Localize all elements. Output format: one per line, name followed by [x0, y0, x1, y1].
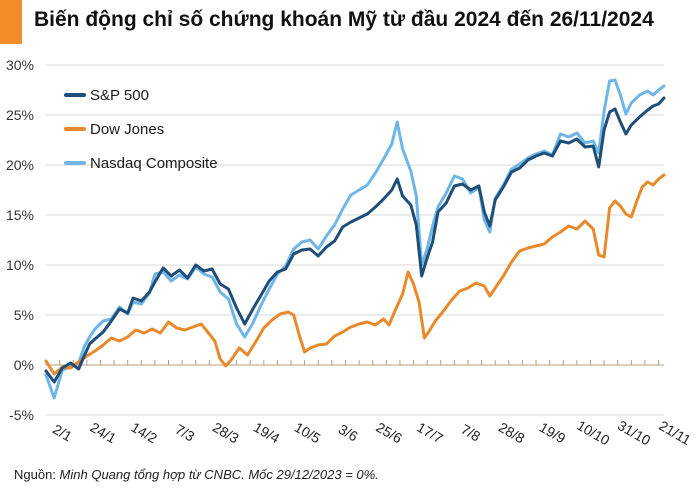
x-axis-tick-labels: 2/1 24/1 14/2 7/3 28/3 19/4 10/5 3/6 25/6 17/7 7/8…: [50, 417, 694, 448]
y-tick-label: 10%: [6, 257, 34, 273]
x-tick-label: 25/6: [373, 419, 405, 447]
x-tick-label: 14/2: [128, 419, 160, 447]
x-tick-label: 24/1: [88, 419, 120, 447]
gridlines: [46, 64, 664, 416]
legend-item: Nasdaq Composite: [64, 146, 218, 180]
legend-label: S&P 500: [90, 86, 149, 104]
series-line-dow-jones: [44, 173, 666, 376]
x-tick-label: 7/3: [173, 421, 198, 445]
series-lines: [44, 78, 666, 400]
x-tick-label: 28/8: [496, 419, 528, 447]
legend-swatch: [64, 93, 86, 97]
x-tick-label: 21/11: [656, 417, 694, 448]
series-line-s-p-500: [44, 96, 666, 384]
chart-legend: S&P 500 Dow Jones Nasdaq Composite: [64, 78, 218, 180]
x-tick-label: 19/9: [537, 419, 569, 447]
y-tick-label: 30%: [6, 57, 34, 73]
chart-title: Biến động chỉ số chứng khoán Mỹ từ đầu 2…: [34, 8, 654, 31]
legend-label: Nasdaq Composite: [90, 154, 218, 172]
x-tick-label: 10/10: [574, 417, 613, 448]
y-tick-label: 5%: [14, 307, 34, 323]
title-accent-bar: [0, 0, 22, 44]
source-note: Nguồn: Minh Quang tổng hợp từ CNBC. Mốc …: [14, 467, 379, 482]
legend-swatch: [64, 127, 86, 131]
source-text: Minh Quang tổng hợp từ CNBC. Mốc 29/12/2…: [59, 467, 379, 482]
source-label: Nguồn:: [14, 467, 60, 482]
legend-item: S&P 500: [64, 78, 218, 112]
y-tick-label: 15%: [6, 207, 34, 223]
y-tick-label: 20%: [6, 157, 34, 173]
x-tick-label: 19/4: [251, 419, 283, 447]
zero-line-ticks: [45, 360, 660, 365]
x-tick-label: 10/5: [292, 419, 324, 447]
legend-label: Dow Jones: [90, 120, 165, 138]
y-tick-label: 0%: [14, 357, 34, 373]
y-axis-tick-labels: -5% 0% 5% 10% 15% 20% 25% 30%: [6, 57, 34, 423]
x-tick-label: 3/6: [336, 421, 361, 445]
x-tick-label: 17/7: [414, 419, 446, 447]
x-tick-label: 31/10: [615, 417, 654, 448]
x-tick-label: 7/8: [458, 421, 483, 445]
legend-swatch: [64, 161, 86, 165]
legend-item: Dow Jones: [64, 112, 218, 146]
x-tick-label: 2/1: [50, 421, 75, 445]
y-tick-label: 25%: [6, 107, 34, 123]
x-tick-label: 28/3: [210, 419, 242, 447]
y-tick-label: -5%: [9, 407, 34, 423]
